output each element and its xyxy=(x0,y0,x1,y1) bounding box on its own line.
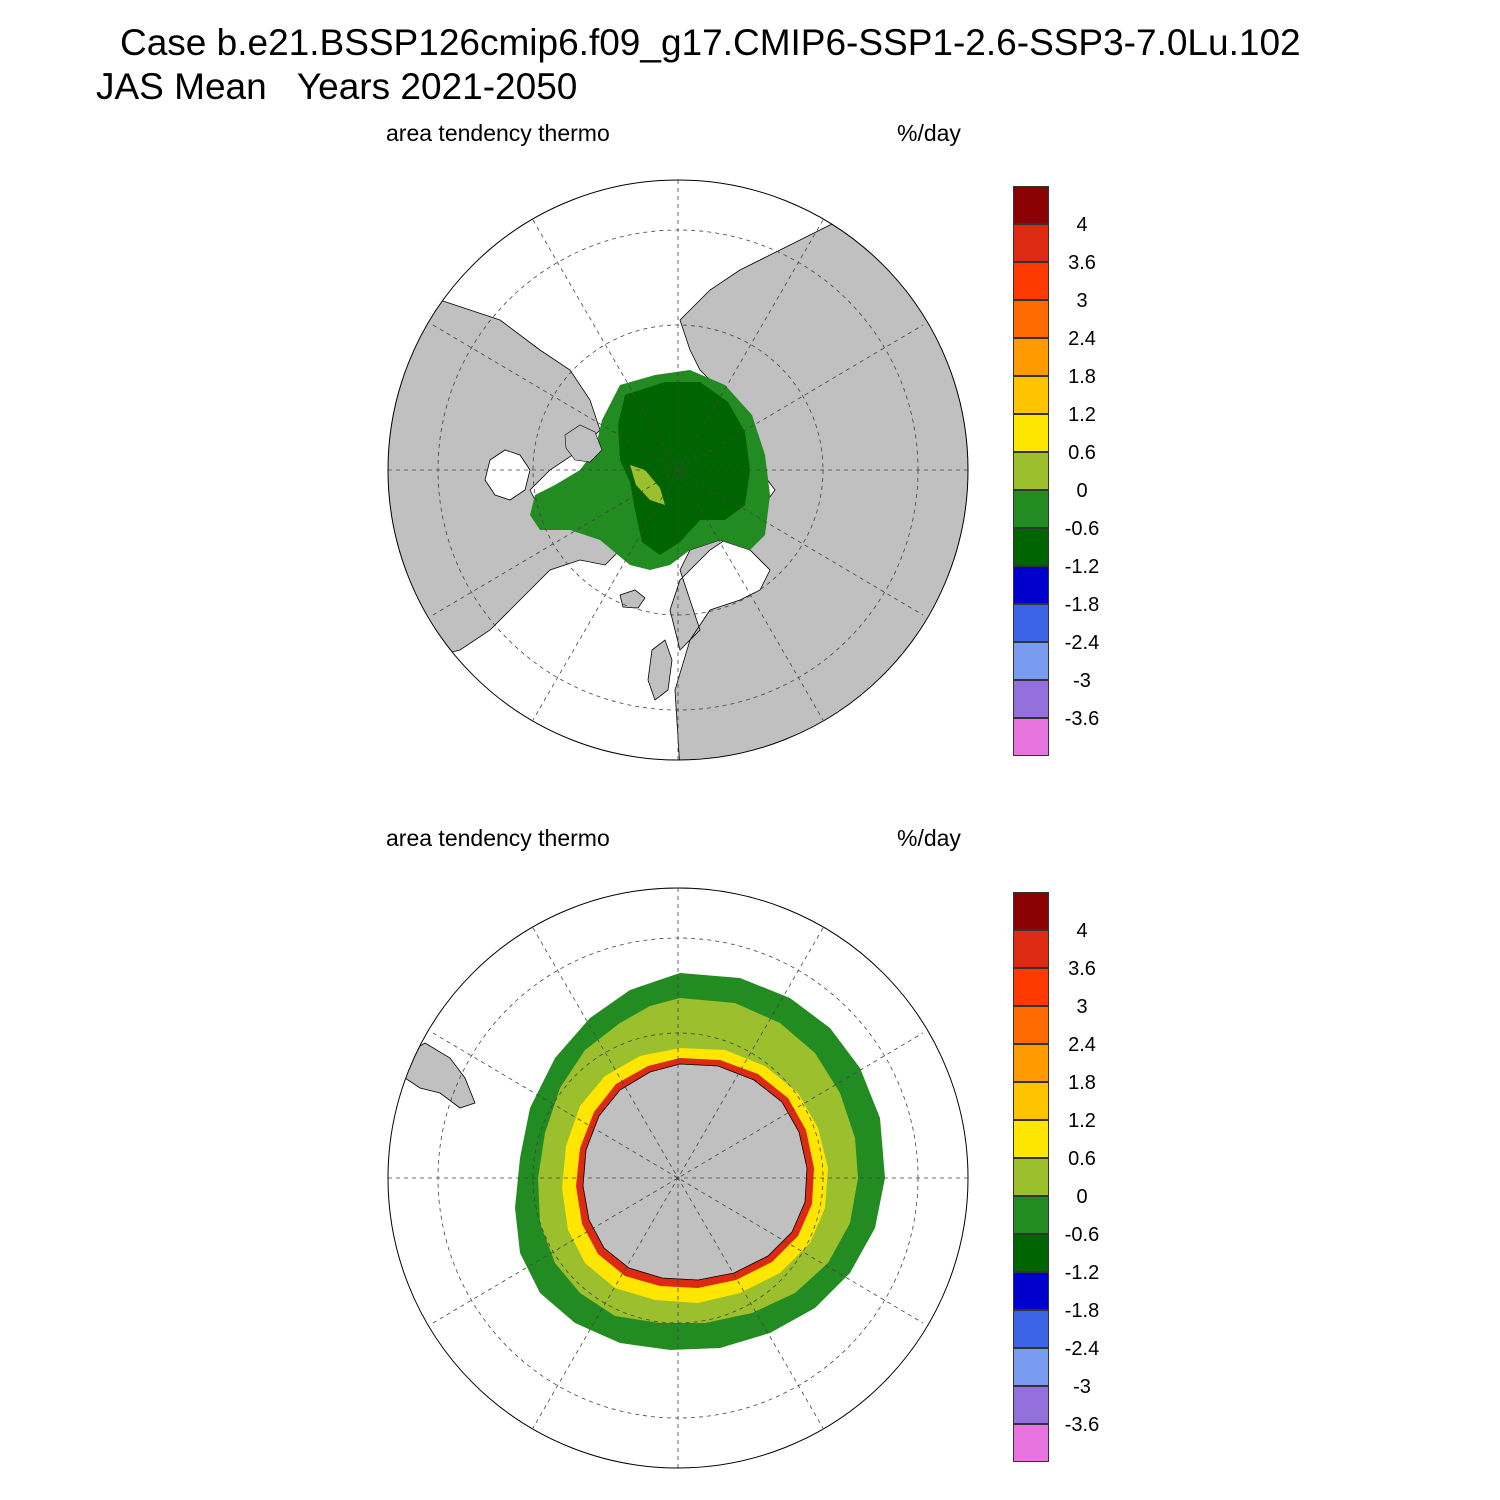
colorbar-tick-label: 4 xyxy=(1076,920,1088,942)
colorbar-swatch xyxy=(1013,718,1049,756)
colorbar-swatch xyxy=(1013,1310,1049,1348)
colorbar-tick-label: 4 xyxy=(1076,214,1088,236)
colorbar-tick-label: -1.2 xyxy=(1064,556,1100,578)
colorbar-swatch xyxy=(1013,1044,1049,1082)
colorbar-swatch xyxy=(1013,1386,1049,1424)
colorbar-tick-label: 3 xyxy=(1076,996,1088,1018)
colorbar-tick-label: 0.6 xyxy=(1068,1148,1096,1170)
colorbar-swatch xyxy=(1013,300,1049,338)
antarctic-polar-map xyxy=(387,887,969,1469)
colorbar-tick-label: 3.6 xyxy=(1068,958,1096,980)
antarctica-land xyxy=(582,1063,808,1281)
colorbar-tick-label: 0 xyxy=(1076,1186,1088,1208)
colorbar-swatch xyxy=(1013,1348,1049,1386)
colorbar-swatch xyxy=(1013,338,1049,376)
colorbar-tick-label: -3.6 xyxy=(1064,1414,1100,1436)
figure-case-title: Case b.e21.BSSP126cmip6.f09_g17.CMIP6-SS… xyxy=(120,22,1301,63)
antarctic-map-border xyxy=(387,887,969,1469)
north-panel-units-label: %/day xyxy=(897,120,961,146)
colorbar-swatch xyxy=(1013,490,1049,528)
colorbar-swatch xyxy=(1013,1272,1049,1310)
colorbar-tick-label: -3 xyxy=(1073,1376,1091,1398)
colorbar-swatch xyxy=(1013,186,1049,224)
colorbar-swatch xyxy=(1013,262,1049,300)
colorbar-swatch xyxy=(1013,968,1049,1006)
colorbar-swatch xyxy=(1013,1196,1049,1234)
antarctic-graticule xyxy=(388,888,968,1468)
colorbar-tick-label: -2.4 xyxy=(1064,632,1100,654)
colorbar-swatch xyxy=(1013,224,1049,262)
colorbar-tick-label: -1.2 xyxy=(1064,1262,1100,1284)
colorbar-swatch xyxy=(1013,452,1049,490)
colorbar-tick-label: 3.6 xyxy=(1068,252,1096,274)
south-panel-units-label: %/day xyxy=(897,825,961,851)
colorbar-tick-label: 2.4 xyxy=(1068,328,1096,350)
arctic-near-zero-patch xyxy=(630,465,665,505)
hudson-bay xyxy=(484,449,531,501)
colorbar-tick-label: -2.4 xyxy=(1064,1338,1100,1360)
colorbar-tick-label: 3 xyxy=(1076,290,1088,312)
colorbar-tick-label: 1.8 xyxy=(1068,1072,1096,1094)
colorbar-tick-label: 2.4 xyxy=(1068,1034,1096,1056)
colorbar-swatch xyxy=(1013,930,1049,968)
colorbar-swatch xyxy=(1013,528,1049,566)
colorbar-swatch xyxy=(1013,1006,1049,1044)
arctic-map-border xyxy=(387,179,969,761)
colorbar-tick-label: -1.8 xyxy=(1064,594,1100,616)
arctic-graticule xyxy=(388,180,968,760)
south-panel-variable-label: area tendency thermo xyxy=(386,825,610,851)
colorbar-swatch xyxy=(1013,1234,1049,1272)
colorbar-swatch xyxy=(1013,892,1049,930)
colorbar-tick-label: 1.8 xyxy=(1068,366,1096,388)
colorbar-swatch xyxy=(1013,1082,1049,1120)
colorbar-swatch xyxy=(1013,566,1049,604)
colorbar-swatch xyxy=(1013,376,1049,414)
uk-land xyxy=(647,639,673,701)
arctic-ice-core xyxy=(618,382,750,555)
figure-period-title: JAS Mean Years 2021-2050 xyxy=(96,66,578,107)
colorbar-swatch xyxy=(1013,1120,1049,1158)
colorbar-tick-label: -0.6 xyxy=(1064,518,1100,540)
north-panel-variable-label: area tendency thermo xyxy=(386,120,610,146)
canadian-archipelago xyxy=(564,424,603,463)
colorbar-tick-label: 1.2 xyxy=(1068,1110,1096,1132)
arctic-polar-map xyxy=(387,179,969,761)
colorbar-tick-label: 0.6 xyxy=(1068,442,1096,464)
colorbar-swatch xyxy=(1013,1424,1049,1462)
colorbar-tick-label: -3.6 xyxy=(1064,708,1100,730)
colorbar-tick-label: 0 xyxy=(1076,480,1088,502)
colorbar-tick-label: -3 xyxy=(1073,670,1091,692)
colorbar-tick-label: 1.2 xyxy=(1068,404,1096,426)
colorbar-tick-label: -0.6 xyxy=(1064,1224,1100,1246)
colorbar-swatch xyxy=(1013,414,1049,452)
colorbar-swatch xyxy=(1013,680,1049,718)
colorbar-tick-label: -1.8 xyxy=(1064,1300,1100,1322)
south-america-tip-land xyxy=(399,1042,476,1109)
iceland-land xyxy=(619,589,646,609)
colorbar-swatch xyxy=(1013,604,1049,642)
colorbar-swatch xyxy=(1013,1158,1049,1196)
colorbar-swatch xyxy=(1013,642,1049,680)
